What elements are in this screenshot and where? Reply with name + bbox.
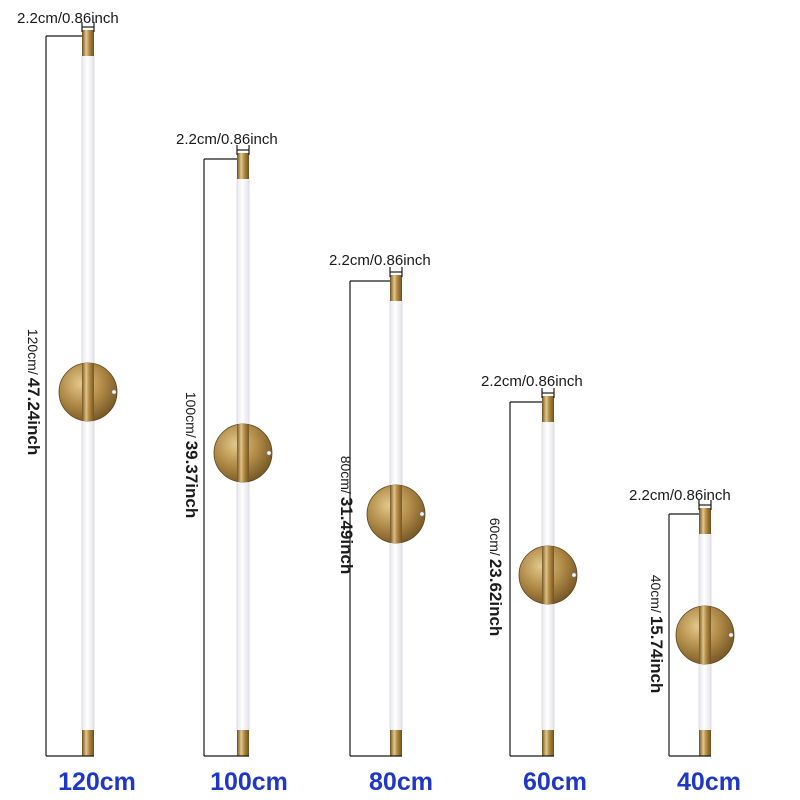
length-label-metric: 100cm/ <box>183 392 199 438</box>
length-label: 80cm/31.49inch <box>337 456 356 575</box>
lamp-100cm: 2.2cm/0.86inch 100cm/39.37inch 100cm <box>176 131 288 796</box>
diameter-label: 2.2cm/0.86inch <box>481 373 583 390</box>
length-label: 120cm/47.24inch <box>24 329 43 455</box>
diameter-label: 2.2cm/0.86inch <box>176 131 278 148</box>
base-clamp <box>390 485 402 543</box>
top-brass-cap <box>699 508 711 534</box>
top-brass-cap <box>237 153 249 179</box>
length-label-metric: 60cm/ <box>487 518 503 556</box>
size-label: 80cm <box>369 768 433 796</box>
size-label: 40cm <box>677 768 741 796</box>
length-label-imperial: 31.49inch <box>337 497 356 575</box>
length-label-metric: 80cm/ <box>338 456 354 494</box>
bottom-brass-cap <box>542 730 554 756</box>
length-label-metric: 120cm/ <box>25 329 41 375</box>
size-label: 100cm <box>210 768 288 796</box>
top-brass-cap <box>542 396 554 422</box>
diameter-label: 2.2cm/0.86inch <box>629 487 731 504</box>
length-label: 100cm/39.37inch <box>182 392 201 518</box>
top-brass-cap <box>82 30 94 56</box>
length-label-imperial: 23.62inch <box>486 559 505 637</box>
size-label: 120cm <box>58 768 136 796</box>
bottom-brass-cap <box>699 730 711 756</box>
base-clamp <box>237 424 249 482</box>
length-label-metric: 40cm/ <box>648 575 664 613</box>
bottom-brass-cap <box>390 730 402 756</box>
size-label: 60cm <box>523 768 587 796</box>
length-label-imperial: 47.24inch <box>24 378 43 456</box>
diameter-label: 2.2cm/0.86inch <box>17 10 119 27</box>
lamp-80cm: 2.2cm/0.86inch 80cm/31.49inch 80cm <box>329 252 433 796</box>
bottom-brass-cap <box>237 730 249 756</box>
lamp-120cm: 2.2cm/0.86inch 120cm/47.24inch 120cm <box>17 10 136 796</box>
set-screw <box>571 572 577 578</box>
length-label: 40cm/15.74inch <box>647 575 666 694</box>
set-screw <box>728 632 734 638</box>
lamp-40cm: 2.2cm/0.86inch 40cm/15.74inch 40cm <box>629 487 741 796</box>
length-label-imperial: 39.37inch <box>182 441 201 519</box>
set-screw <box>266 450 272 456</box>
length-label-imperial: 15.74inch <box>647 616 666 694</box>
base-clamp <box>699 606 711 664</box>
lamp-60cm: 2.2cm/0.86inch 60cm/23.62inch 60cm <box>481 373 587 796</box>
set-screw <box>419 511 425 517</box>
base-clamp <box>82 363 94 421</box>
top-brass-cap <box>390 275 402 301</box>
base-clamp <box>542 546 554 604</box>
diameter-label: 2.2cm/0.86inch <box>329 252 431 269</box>
bottom-brass-cap <box>82 730 94 756</box>
length-label: 60cm/23.62inch <box>486 518 505 637</box>
set-screw <box>111 389 117 395</box>
